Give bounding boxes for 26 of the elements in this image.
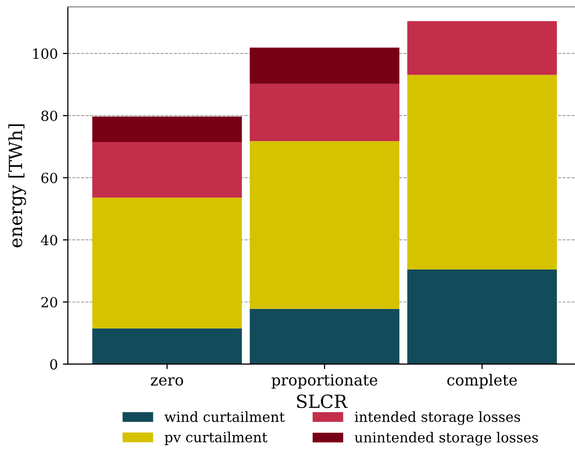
bar: [250, 308, 400, 364]
bar: [92, 142, 242, 198]
bar: [92, 328, 242, 364]
legend-label: pv curtailment: [164, 432, 268, 446]
bar: [92, 198, 242, 328]
y-tick-label: 0: [50, 359, 58, 370]
x-tick-label: complete: [447, 374, 517, 389]
bar: [250, 48, 400, 84]
x-axis-title: SLCR: [297, 394, 348, 408]
x-tick-label: zero: [150, 377, 184, 386]
x-tick-label: proportionate: [272, 374, 378, 389]
y-tick-label: 60: [41, 172, 58, 184]
bar: [92, 116, 242, 142]
bar: [407, 269, 557, 364]
y-axis-title: energy [TWh]: [8, 124, 26, 248]
bar: [250, 84, 400, 142]
y-tick-label: 40: [40, 234, 58, 246]
legend-label: intended storage losses: [354, 411, 520, 425]
bar: [250, 141, 400, 309]
y-tick-label: 20: [41, 296, 58, 308]
y-tick-label: 80: [41, 110, 58, 122]
bar: [407, 74, 557, 270]
legend-label: wind curtailment: [164, 411, 285, 422]
y-tick-label: 100: [33, 48, 58, 59]
legend-label: unintended storage losses: [354, 432, 538, 446]
bar: [407, 21, 557, 75]
